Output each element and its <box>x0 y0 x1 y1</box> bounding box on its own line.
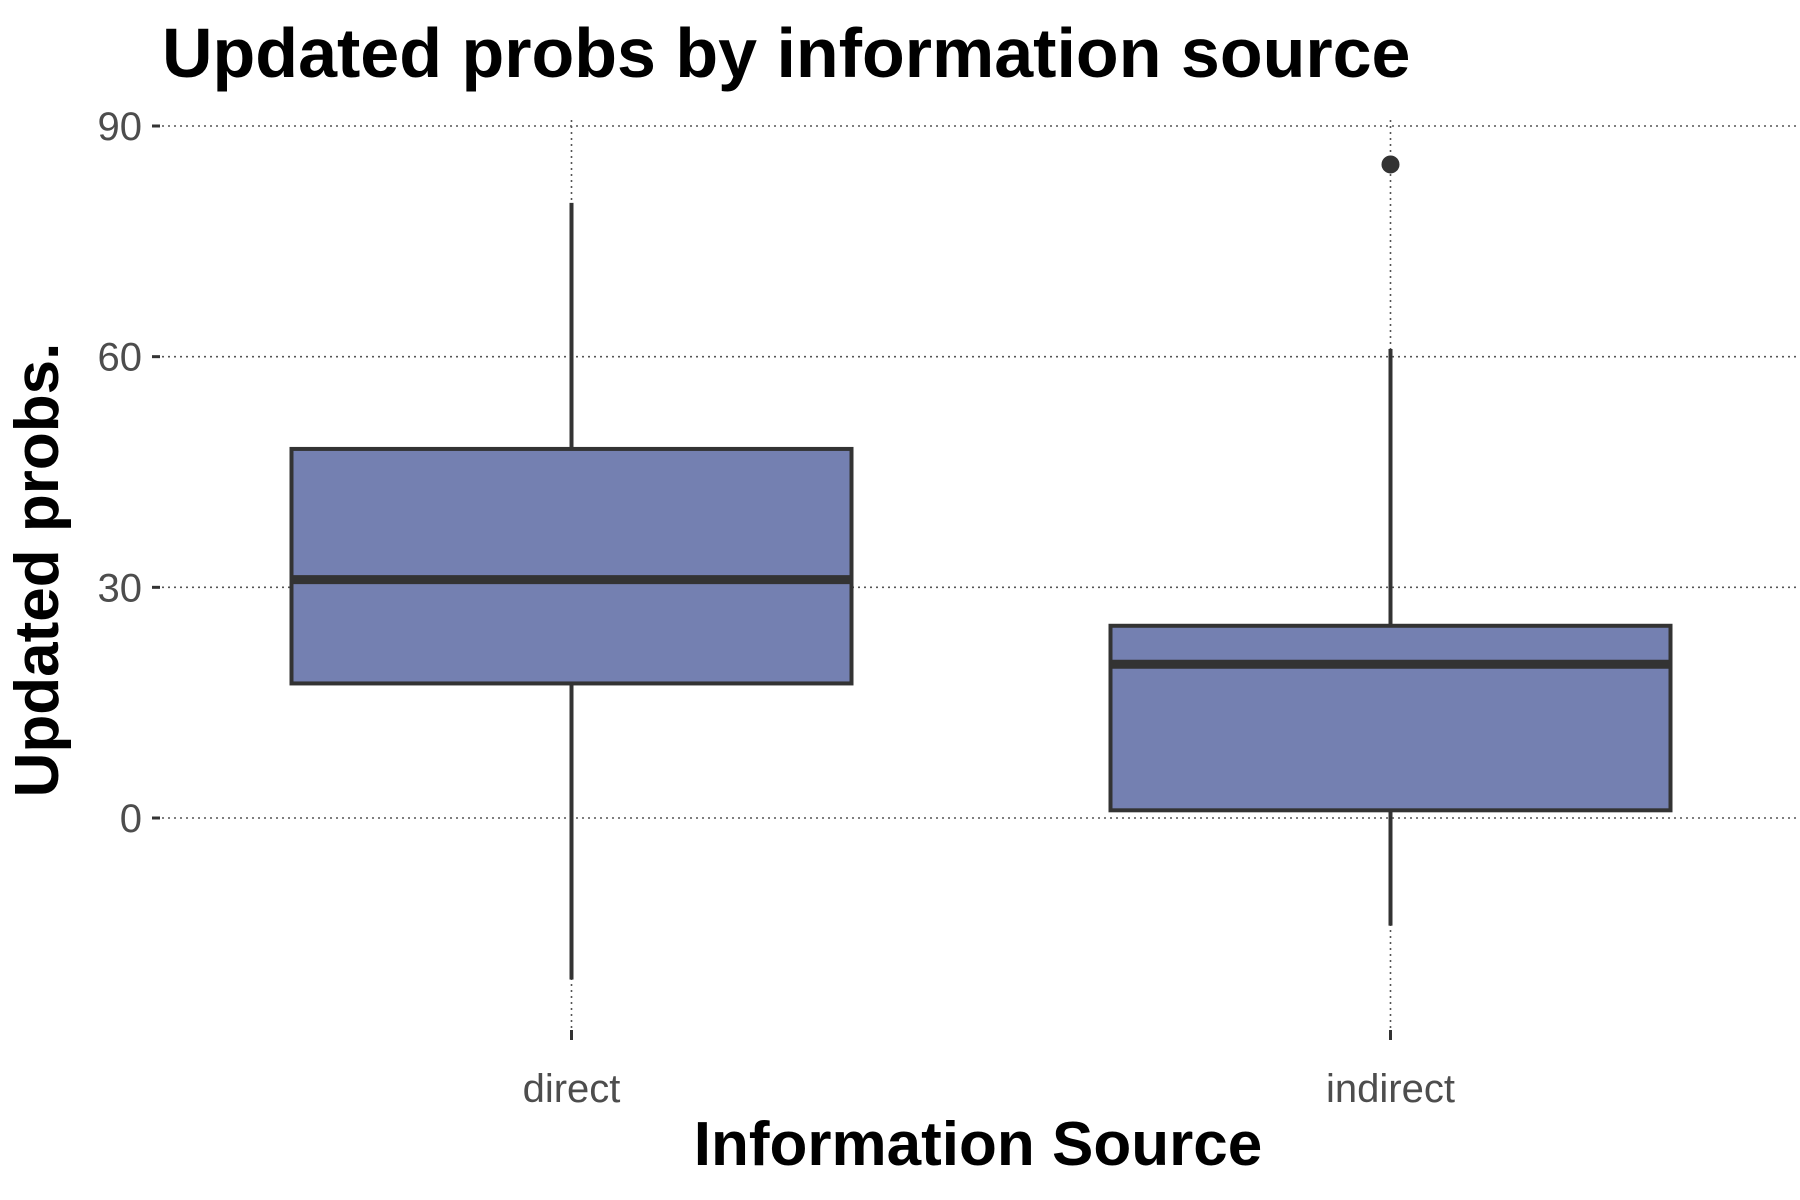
x-axis-title: Information Source <box>694 1110 1262 1179</box>
y-tick-label-30: 30 <box>98 566 143 610</box>
box-indirect <box>1108 623 1673 813</box>
axis-ticks: 0 30 60 90 direct indirect <box>98 105 1455 1111</box>
x-tick-label-indirect: indirect <box>1326 1067 1455 1111</box>
box-direct <box>289 446 854 686</box>
y-tick-label-60: 60 <box>98 336 143 380</box>
chart-title: Updated probs by information source <box>162 14 1410 92</box>
y-tick-label-90: 90 <box>98 105 143 149</box>
box-marks <box>289 155 1673 980</box>
box-group-direct <box>289 202 854 980</box>
x-tick-label-direct: direct <box>523 1067 621 1111</box>
outlier-point-indirect-0 <box>1381 155 1400 174</box>
y-tick-label-0: 0 <box>120 797 142 841</box>
y-axis-title: Updated probs. <box>3 343 72 798</box>
box-group-indirect <box>1108 155 1673 926</box>
